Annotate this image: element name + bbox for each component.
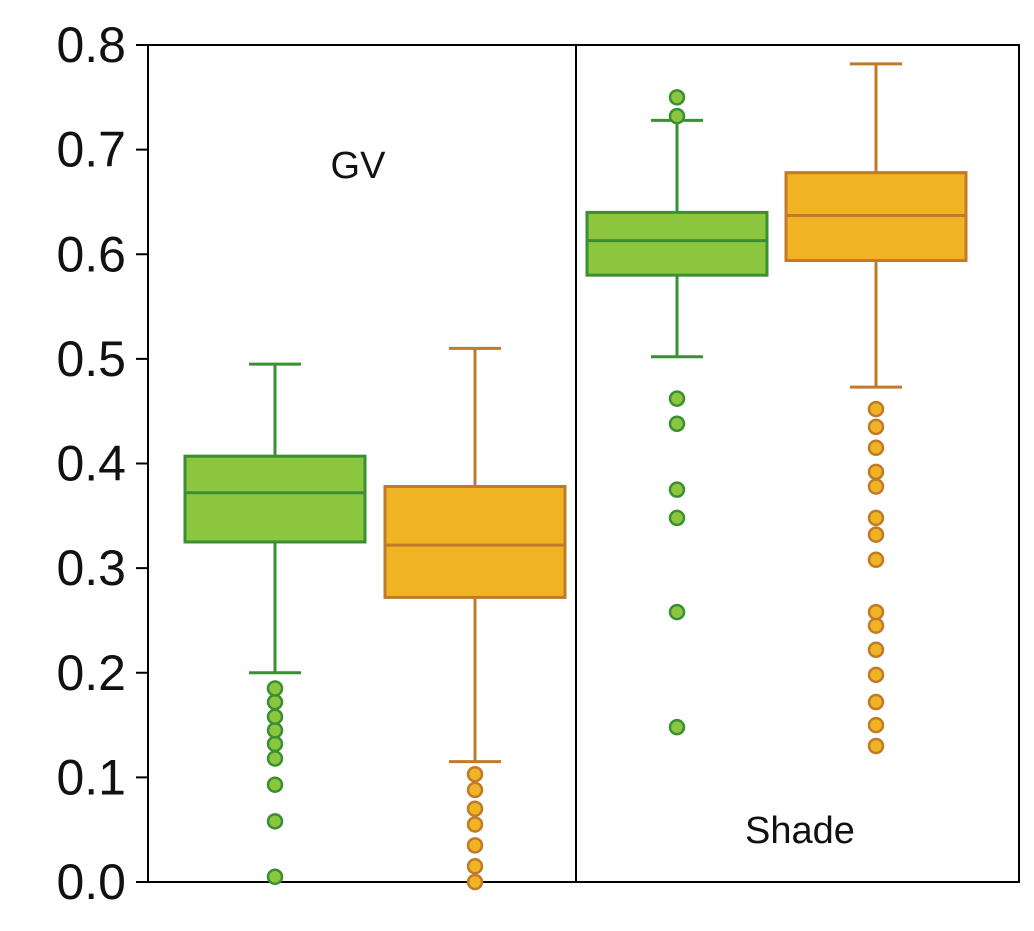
outlier-point (266, 680, 284, 697)
outlier-point (867, 617, 885, 634)
outlier-point (466, 765, 484, 783)
outlier-point (466, 816, 484, 833)
outlier-point (668, 107, 686, 125)
outlier-point (867, 526, 885, 543)
y-tick-label: 0.8 (56, 17, 126, 73)
outlier-point (867, 418, 885, 436)
y-tick-labels: 0.0 0.1 0.2 0.3 0.4 0.5 0.6 0.7 0.8 (56, 17, 126, 910)
outlier-point (466, 837, 484, 854)
y-tick-label: 0.5 (56, 331, 126, 387)
outlier-point (867, 666, 885, 684)
outlier-point (266, 813, 284, 830)
box-shade-green (585, 89, 769, 736)
outlier-point (668, 509, 686, 527)
iqr-box (183, 454, 367, 544)
box-shade-orange (784, 62, 968, 755)
outlier-point (867, 463, 885, 481)
outlier-point (466, 873, 484, 891)
outlier-point (668, 415, 686, 432)
outlier-point (867, 603, 885, 621)
outlier-point (668, 718, 686, 736)
y-tick-label: 0.6 (56, 226, 126, 282)
box-gv-green (183, 362, 367, 886)
outlier-point (867, 509, 885, 527)
y-tick-label: 0.3 (56, 540, 126, 596)
outlier-point (867, 551, 885, 569)
outlier-point (668, 481, 686, 498)
y-tick-label: 0.7 (56, 122, 126, 178)
outlier-point (867, 716, 885, 734)
y-tick-label: 0.1 (56, 749, 126, 805)
boxes (183, 62, 968, 891)
iqr-box (383, 485, 567, 599)
panel-label-shade: Shade (745, 810, 855, 852)
outlier-point (266, 735, 284, 753)
box-gv-orange (383, 346, 567, 891)
outlier-point (266, 776, 284, 793)
outlier-point (466, 858, 484, 875)
y-tick-label: 0.0 (56, 854, 126, 910)
outlier-point (266, 750, 284, 767)
outlier-point (867, 641, 885, 658)
outlier-point (668, 89, 686, 106)
panel-labels: GV Shade (331, 145, 855, 852)
axes (136, 44, 1020, 883)
outlier-point (466, 781, 484, 799)
outlier-point (668, 390, 686, 407)
outlier-point (867, 693, 885, 711)
outlier-point (266, 722, 284, 739)
outlier-point (867, 400, 885, 418)
outlier-point (266, 868, 284, 886)
outlier-point (867, 439, 885, 457)
iqr-box (585, 210, 769, 277)
panel-label-gv: GV (331, 145, 387, 187)
outlier-point (266, 693, 284, 711)
y-tick-label: 0.4 (56, 436, 126, 492)
outlier-point (466, 800, 484, 818)
outlier-point (867, 478, 885, 495)
outlier-point (266, 708, 284, 725)
outlier-point (867, 737, 885, 755)
outlier-point (668, 603, 686, 621)
y-tick-label: 0.2 (56, 645, 126, 701)
